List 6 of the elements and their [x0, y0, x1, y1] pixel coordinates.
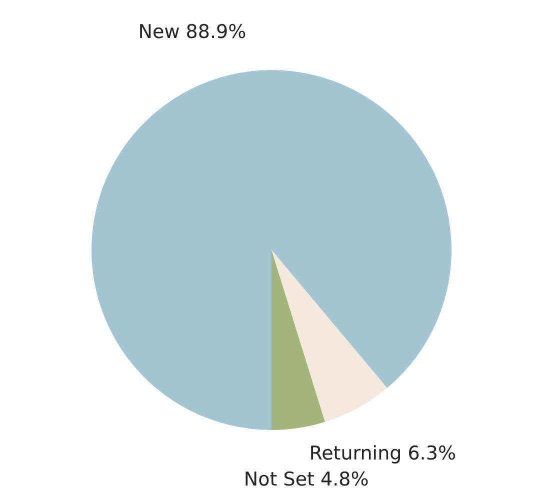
- pie-slice: [272, 250, 388, 422]
- slice-label: New 88.9%: [138, 20, 246, 43]
- slice-label: Returning 6.3%: [309, 442, 456, 465]
- pie-slice: [92, 70, 452, 430]
- pie-slice: [272, 250, 325, 430]
- slice-label: Not Set 4.8%: [244, 468, 369, 490]
